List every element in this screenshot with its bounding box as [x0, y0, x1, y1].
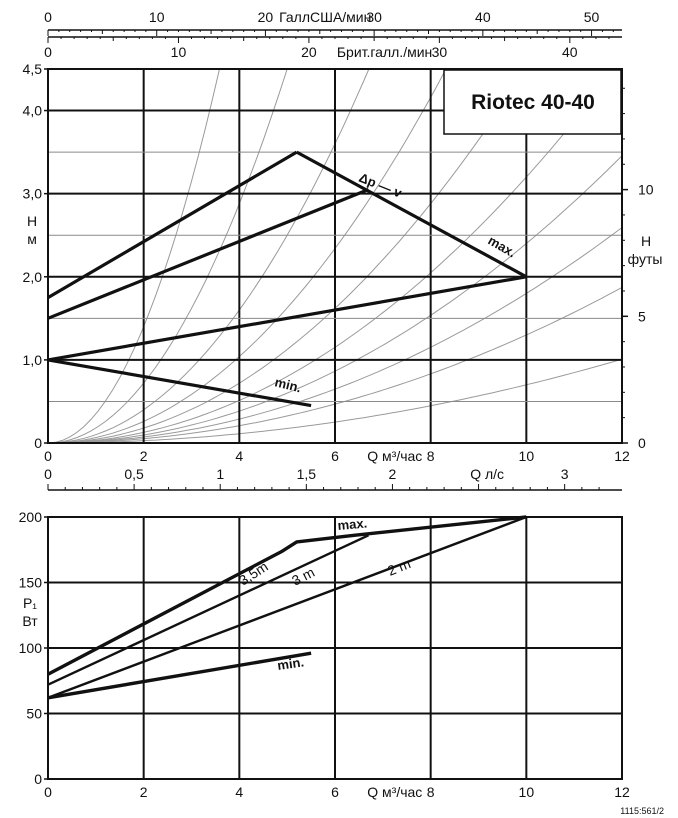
x-tick-label: 0 [44, 784, 52, 800]
top-axis-us-tick-label: 30 [366, 9, 382, 25]
y-tick-label: 200 [19, 509, 43, 525]
label-max: max. [337, 515, 368, 533]
x-axis-label: Q м³/час [367, 784, 422, 800]
label-3m: 3 m [289, 564, 317, 589]
top-axis-us-tick-label: 20 [258, 9, 274, 25]
y-tick-label: 50 [26, 706, 42, 722]
pump-curve [295, 150, 528, 279]
power-curve [47, 651, 312, 700]
pump-curve [47, 275, 527, 362]
top-axis-imp-tick-label: 0 [44, 44, 52, 60]
x-tick-label: 10 [519, 784, 535, 800]
y-right-tick-label: 10 [638, 182, 654, 198]
pump-curve [47, 150, 298, 299]
y-axis-label-p1: P₁ [23, 595, 37, 611]
x-tick-label: 2 [140, 448, 148, 464]
top-axis-imp-tick-label: 10 [171, 44, 187, 60]
y-left-tick-label: 0 [34, 435, 42, 451]
x-tick-label: 8 [427, 448, 435, 464]
y-right-tick-label: 0 [638, 435, 646, 451]
y-tick-label: 150 [19, 575, 43, 591]
ls-axis-tick-label: 1 [216, 466, 224, 482]
y-tick-label: 0 [34, 771, 42, 787]
x-tick-label: 6 [331, 784, 339, 800]
x-tick-label: 4 [235, 784, 243, 800]
x-axis-label: Q м³/час [367, 448, 422, 464]
y-left-tick-label: 3,0 [23, 186, 43, 202]
top-axis-imp-label: Брит.галл./мин [337, 44, 432, 60]
top-axis-us-tick-label: 50 [584, 9, 600, 25]
pump-curve [47, 358, 312, 408]
y-right-label-unit: футы [628, 251, 663, 267]
ls-axis-tick-label: 0 [44, 466, 52, 482]
y-left-tick-label: 2,0 [23, 269, 43, 285]
ls-axis-tick-label: 2 [389, 466, 397, 482]
plot-frame [47, 68, 623, 444]
top-axis-us-tick-label: 10 [149, 9, 165, 25]
top-axis-imp-tick-label: 30 [432, 44, 448, 60]
top-axis-us-tick-label: 0 [44, 9, 52, 25]
y-left-tick-label: 4,0 [23, 103, 43, 119]
top-axis-us-tick-label: 40 [475, 9, 491, 25]
x-tick-label: 0 [44, 448, 52, 464]
top-axis-us-label: ГаллСША/мин [279, 9, 371, 25]
label-2m: 2 m [385, 555, 413, 579]
x-tick-label: 8 [427, 784, 435, 800]
ls-axis-tick-label: 3 [561, 466, 569, 482]
y-axis-label-unit: Вт [22, 613, 38, 629]
top-axis-imp-tick-label: 20 [301, 44, 317, 60]
ls-axis-tick-label: 0,5 [124, 466, 144, 482]
x-tick-label: 12 [614, 448, 630, 464]
power-curve [47, 550, 283, 676]
x-tick-label: 12 [614, 784, 630, 800]
y-tick-label: 100 [19, 640, 43, 656]
x-tick-label: 6 [331, 448, 339, 464]
x-tick-label: 10 [519, 448, 535, 464]
y-left-tick-label: 1,0 [23, 352, 43, 368]
ls-axis-tick-label: 1,5 [297, 466, 317, 482]
top-axis-imp-tick-label: 40 [562, 44, 578, 60]
y-right-tick-label: 5 [638, 308, 646, 324]
x-tick-label: 2 [140, 784, 148, 800]
chart-title: Riotec 40-40 [471, 91, 595, 114]
label-min: min. [276, 654, 305, 673]
power-curve [47, 515, 527, 699]
y-left-tick-label: 4,5 [23, 61, 43, 77]
figure-code: 1115:561/2 [620, 806, 664, 816]
y-left-label-h: H [27, 213, 37, 229]
power-curve [47, 534, 370, 686]
y-left-label-unit: м [27, 231, 37, 247]
label-min: min. [273, 374, 303, 395]
title-box [443, 69, 622, 135]
x-tick-label: 4 [235, 448, 243, 464]
ls-axis-label: Q л/с [470, 466, 504, 482]
pump-curve [47, 188, 370, 320]
y-right-label-h: H [641, 233, 651, 249]
